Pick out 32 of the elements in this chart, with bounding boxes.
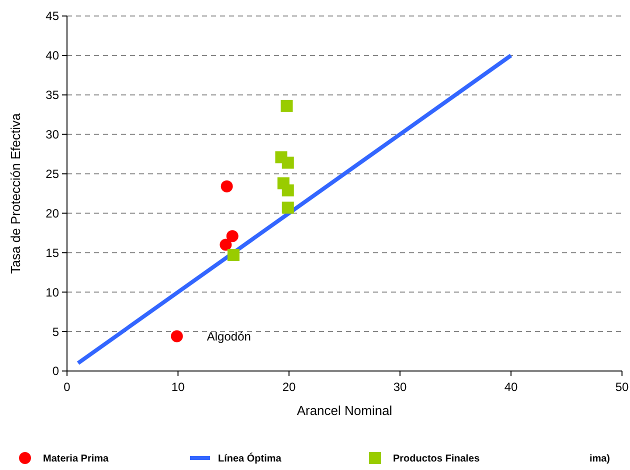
x-tick-label: 10 — [171, 380, 185, 394]
point — [282, 156, 294, 169]
x-tick-label: 0 — [64, 380, 71, 394]
x-tick-label: 30 — [393, 380, 407, 394]
point — [282, 202, 294, 214]
y-tick-label: 10 — [46, 285, 60, 300]
y-tick-label: 25 — [46, 166, 60, 181]
x-axis-title: Arancel Nominal — [296, 403, 392, 418]
annotation: Algodón — [206, 329, 251, 344]
y-tick-label: 20 — [46, 206, 60, 220]
text: ima) — [589, 454, 610, 464]
x-tick-label: 20 — [282, 380, 296, 394]
point — [220, 238, 232, 251]
y-tick-label: 30 — [46, 128, 60, 142]
point — [228, 249, 240, 262]
y-tick-label: 40 — [46, 48, 60, 63]
y-tick-label: 45 — [46, 9, 60, 24]
legend-label: Productos Finales — [393, 454, 480, 464]
x-tick-label: 50 — [615, 380, 629, 394]
x-tick-label: 40 — [504, 380, 518, 394]
legend-label: Materia Prima — [43, 454, 110, 464]
y-tick-label: 35 — [46, 88, 60, 102]
y-axis-title: Tasa de Protección Efectiva — [8, 112, 23, 274]
y-tick-label: 15 — [46, 246, 60, 260]
point — [170, 330, 183, 342]
legend-label: Línea Óptima — [218, 452, 282, 464]
y-tick-label: 0 — [52, 364, 60, 378]
point — [226, 230, 238, 242]
point — [220, 180, 233, 192]
point — [280, 100, 293, 112]
point — [282, 184, 294, 196]
y-tick-label: 5 — [52, 324, 60, 339]
